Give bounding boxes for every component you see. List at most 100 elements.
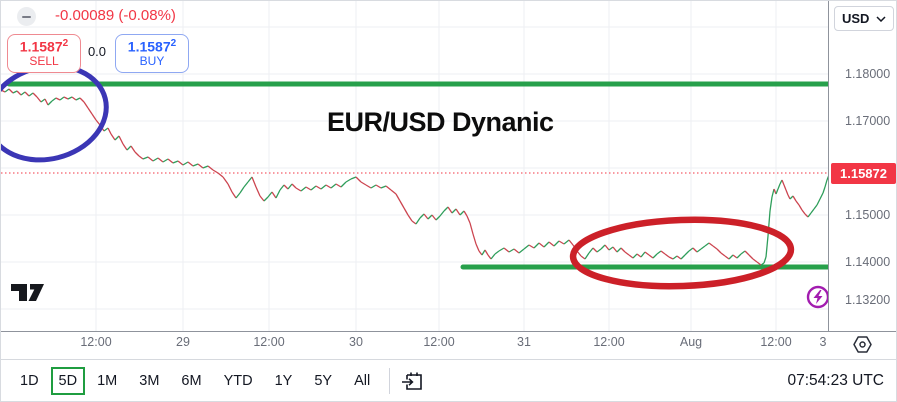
price-series-segment [498, 247, 505, 252]
tradingview-logo[interactable] [10, 282, 48, 304]
price-series-segment [385, 185, 392, 191]
price-series-segment [708, 242, 714, 247]
price-series-segment [447, 206, 453, 214]
price-series-segment [217, 172, 224, 178]
price-series-segment [513, 248, 520, 254]
settings-icon[interactable] [852, 334, 873, 355]
price-series-segment [801, 209, 806, 215]
price-series-segment [760, 262, 765, 266]
price-series-segment [765, 235, 769, 258]
price-series-segment [490, 253, 496, 260]
go-to-date-button[interactable] [400, 369, 424, 393]
price-series-segment [423, 213, 429, 220]
currency-value: USD [842, 11, 870, 26]
price-series-segment [36, 96, 42, 103]
price-axis-label: 1.14000 [845, 255, 891, 269]
price-series-segment [126, 145, 132, 151]
price-series-segment [592, 247, 598, 253]
chevron-down-icon [876, 15, 886, 22]
range-button-all[interactable]: All [354, 372, 371, 389]
price-series-segment [644, 251, 650, 256]
price-series-segment [103, 127, 109, 132]
currency-select[interactable]: USD [834, 6, 894, 31]
price-series-segment [407, 214, 413, 222]
price-series-segment [227, 183, 233, 193]
price-series-segment [775, 188, 779, 195]
bottom-toolbar: 1D 5D 1M 3M 6M YTD 1Y 5Y All 07:54:23 UTC [1, 359, 896, 401]
price-chart-canvas[interactable] [1, 1, 897, 331]
price-series-segment [769, 196, 773, 212]
price-series-segment [804, 213, 809, 218]
price-series-segment [177, 160, 184, 166]
time-axis-label: 3 [819, 335, 827, 349]
price-series-segment [660, 250, 666, 255]
price-series-segment [395, 193, 401, 202]
price-series-segment [696, 248, 702, 253]
spread-value: 0.0 [87, 44, 107, 59]
price-series-segment [748, 254, 754, 260]
range-button-3m[interactable]: 3M [139, 372, 160, 389]
price-series-segment [652, 253, 658, 259]
price-series-segment [584, 252, 590, 260]
price-series-segment [472, 233, 477, 245]
price-series-segment [197, 163, 204, 169]
sell-price: 1.15872 [19, 38, 69, 55]
price-series-segment [411, 220, 417, 225]
price-series-segment [792, 195, 797, 202]
price-series-segment [32, 92, 38, 98]
price-series-segment [403, 207, 409, 216]
price-axis-label: 1.13200 [845, 293, 891, 307]
price-series-segment [640, 251, 646, 258]
price-series-segment [692, 247, 698, 253]
range-button-5d[interactable]: 5D [50, 366, 86, 395]
range-button-6m[interactable]: 6M [181, 372, 202, 389]
price-series-segment [24, 91, 30, 97]
price-series-segment [138, 155, 144, 160]
price-series-segment [463, 210, 468, 217]
price-series-segment [335, 183, 342, 188]
price-series-segment [134, 151, 140, 157]
price-series-segment [122, 143, 128, 151]
buy-button[interactable]: 1.15872 BUY [115, 34, 189, 73]
price-series-segment [95, 119, 101, 126]
range-button-5y[interactable]: 5Y [314, 372, 333, 389]
price-series-segment [744, 250, 750, 256]
price-series-segment [451, 208, 457, 214]
price-axis[interactable]: USD 1.180001.170001.160001.150001.140001… [829, 1, 896, 331]
price-series-segment [300, 186, 307, 192]
price-series-segment [275, 189, 281, 199]
price-series-segment [370, 184, 377, 189]
range-button-1m[interactable]: 1M [97, 372, 118, 389]
price-series-segment [819, 192, 824, 200]
price-series-segment [4, 88, 10, 93]
price-series-segment [481, 249, 486, 256]
price-series-segment [79, 97, 85, 103]
price-series-segment [724, 255, 730, 260]
range-button-ytd[interactable]: YTD [223, 372, 253, 389]
collapse-button[interactable] [17, 7, 36, 26]
price-series-segment [558, 240, 565, 245]
price-series-segment [533, 242, 540, 249]
sell-button[interactable]: 1.15872 SELL [7, 34, 81, 73]
range-button-1y[interactable]: 1Y [274, 372, 293, 389]
price-series-segment [656, 250, 662, 255]
price-series-segment [315, 185, 322, 190]
red-ellipse-annotation[interactable] [569, 216, 795, 290]
price-series-segment [107, 127, 112, 135]
time-axis-label: 12:00 [253, 335, 285, 349]
price-series-segment [67, 96, 73, 100]
price-series-segment [676, 255, 682, 260]
price-series-segment [813, 204, 818, 210]
price-series-segment [612, 246, 618, 253]
range-button-1d[interactable]: 1D [20, 372, 39, 389]
price-series-segment [51, 97, 57, 102]
price-series-segment [704, 242, 710, 247]
time-axis[interactable]: 12:00 29 12:00 30 12:00 31 12:00 Aug 12:00 3 [1, 332, 896, 358]
price-series-segment [142, 156, 149, 160]
price-series-segment [688, 247, 694, 252]
price-series-segment [330, 183, 337, 189]
price-series-segment [231, 191, 237, 199]
price-series-segment [320, 184, 327, 190]
price-series-segment [355, 176, 362, 183]
price-series-segment [684, 250, 690, 256]
